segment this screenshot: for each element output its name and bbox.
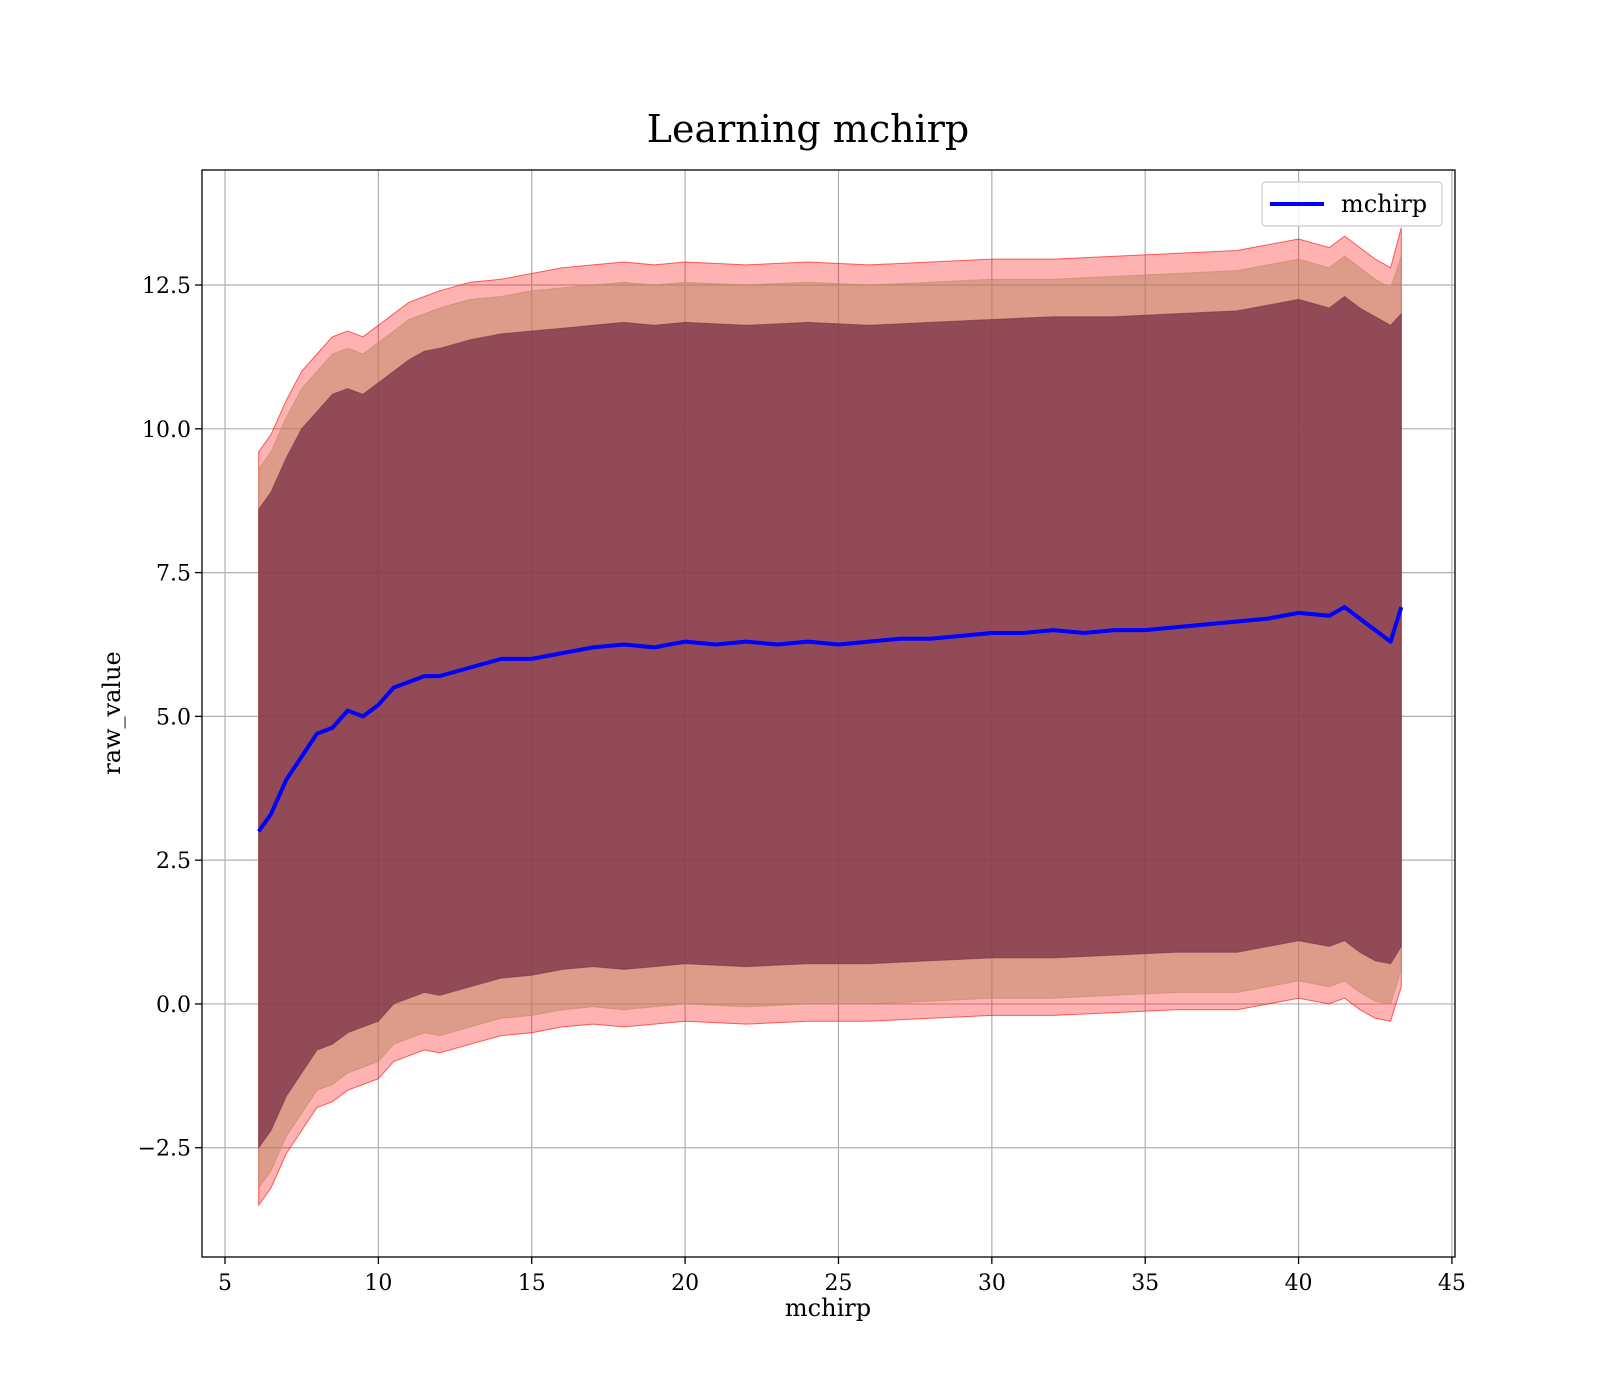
chart-title: Learning mchirp [647, 107, 969, 151]
legend-label-mchirp: mchirp [1341, 190, 1427, 218]
x-tick-label: 15 [518, 1271, 546, 1296]
y-tick-label: 0.0 [156, 993, 191, 1018]
x-axis-label: mchirp [785, 1294, 871, 1322]
x-tick-label: 10 [364, 1271, 392, 1296]
y-tick-label: 2.5 [156, 849, 191, 874]
x-tick-label: 45 [1438, 1271, 1466, 1296]
legend-box [1261, 181, 1443, 227]
tick-layer: 5 10 15 20 25 30 35 40 45 −2.5 0.0 2.5 5.0 7.5 10.0 12.… [138, 274, 1466, 1296]
x-tick-label: 20 [671, 1271, 699, 1296]
y-tick-label: 12.5 [142, 274, 191, 299]
y-axis-label: raw_value [98, 651, 126, 775]
series-line-mchirp [257, 605, 1404, 833]
plot-frame [201, 169, 1456, 1258]
band-layer [258, 227, 1402, 1207]
y-tick-label: −2.5 [138, 1137, 191, 1162]
band-area-2 [258, 295, 1402, 1150]
y-tick-label: 5.0 [156, 705, 191, 730]
x-tick-label: 5 [218, 1271, 232, 1296]
x-tick-label: 35 [1131, 1271, 1159, 1296]
legend: mchirp [1261, 181, 1443, 227]
series-layer [257, 605, 1404, 833]
x-tick-label: 25 [824, 1271, 852, 1296]
y-tick-label: 7.5 [156, 562, 191, 587]
x-tick-label: 40 [1285, 1271, 1313, 1296]
y-tick-label: 10.0 [142, 418, 191, 443]
x-tick-label: 30 [978, 1271, 1006, 1296]
